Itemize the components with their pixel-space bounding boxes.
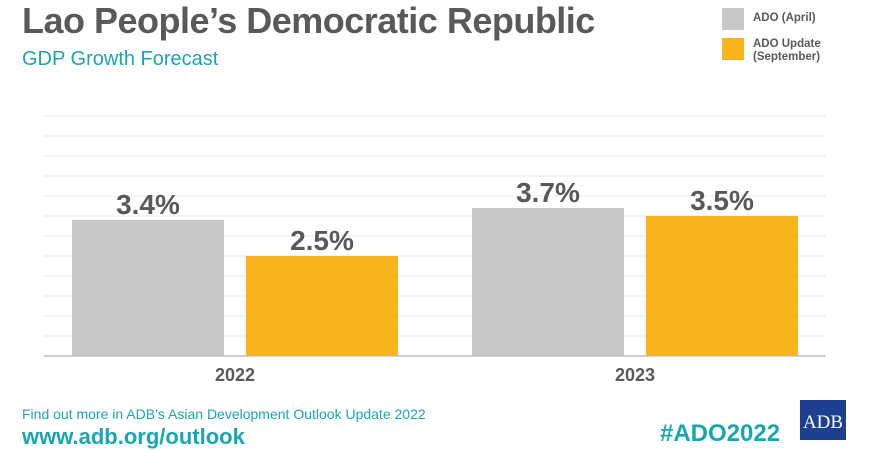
bar-chart: 3.4% 2.5% 2022 3.7% 3.5% 2023	[44, 115, 826, 385]
bar-2023-april	[472, 208, 624, 356]
x-tick-label-2022: 2022	[215, 365, 255, 385]
adb-logo: ADB	[800, 400, 846, 440]
bar-2022-april	[72, 220, 224, 356]
chart-subtitle: GDP Growth Forecast	[22, 48, 219, 70]
hashtag: #ADO2022	[660, 420, 781, 447]
legend-label-september: ADO Update (September)	[753, 38, 821, 63]
legend-swatch-september	[722, 38, 744, 60]
bar-2022-september	[246, 256, 398, 356]
x-tick-label-2023: 2023	[615, 365, 655, 385]
legend-swatch-april	[722, 8, 744, 30]
data-label-2023-september: 3.5%	[690, 185, 754, 216]
legend-label-april: ADO (April)	[753, 12, 816, 24]
bar-2023-september	[646, 216, 798, 356]
data-label-2022-april: 3.4%	[116, 189, 180, 220]
footer-info-text: Find out more in ADB’s Asian Development…	[22, 406, 426, 422]
footer-link[interactable]: www.adb.org/outlook	[22, 424, 245, 449]
chart-title: Lao People’s Democratic Republic	[22, 0, 595, 41]
data-label-2022-september: 2.5%	[290, 225, 354, 256]
data-label-2023-april: 3.7%	[516, 177, 580, 208]
